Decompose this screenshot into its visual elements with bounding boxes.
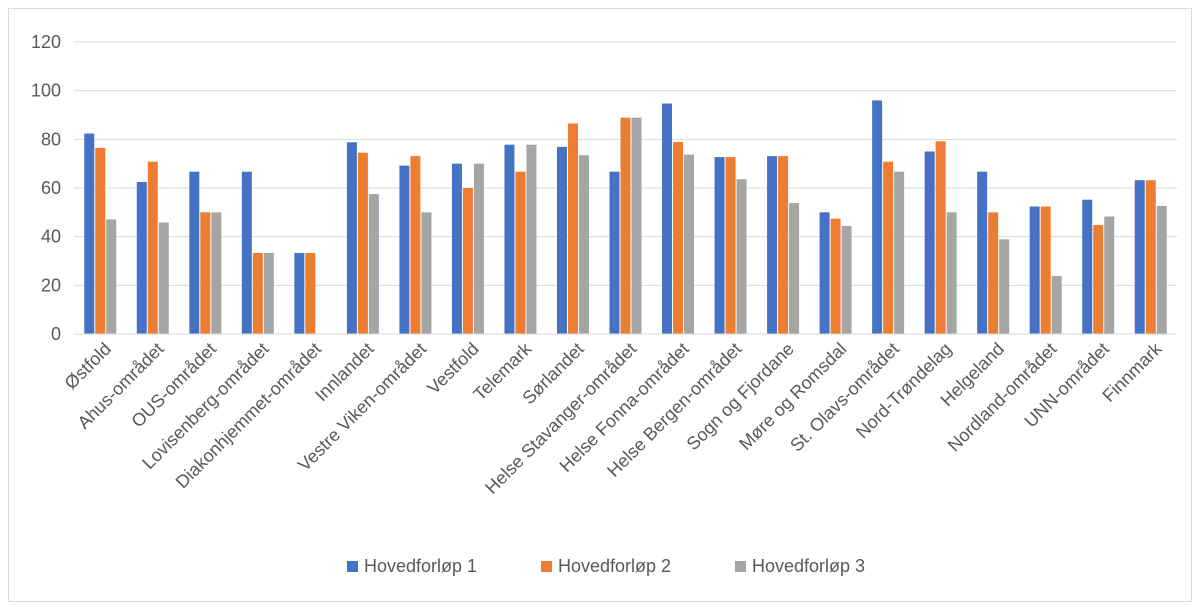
bar	[263, 252, 274, 334]
bar	[252, 252, 263, 334]
bar	[736, 179, 747, 334]
legend-label: Hovedforløp 3	[752, 556, 865, 576]
bar	[1134, 180, 1145, 334]
bar	[1156, 206, 1167, 334]
bar	[778, 156, 789, 334]
legend-swatch	[347, 561, 358, 572]
bar	[1040, 206, 1051, 334]
y-tick-label: 0	[51, 324, 61, 344]
bar	[673, 142, 684, 334]
bar	[556, 146, 567, 334]
bar	[714, 157, 725, 334]
bar	[95, 147, 106, 334]
bar	[1029, 206, 1040, 334]
x-tick-label: Finnmark	[1098, 338, 1166, 406]
bar	[515, 171, 526, 334]
bar	[473, 163, 484, 334]
bar	[988, 212, 999, 334]
legend-label: Hovedforløp 1	[364, 556, 477, 576]
x-axis: ØstfoldAhus-områdetOUS-områdetLovisenber…	[61, 333, 1177, 498]
bar	[294, 252, 305, 334]
bar	[211, 212, 222, 334]
bar	[106, 219, 117, 334]
bar	[924, 151, 935, 334]
y-tick-label: 20	[41, 275, 61, 295]
bar	[1104, 216, 1115, 334]
bar	[189, 171, 200, 334]
bar	[567, 123, 578, 335]
bar	[410, 156, 421, 334]
bar	[158, 222, 169, 334]
bar	[147, 161, 158, 334]
bar	[894, 171, 905, 334]
bar	[935, 141, 946, 334]
x-tick-label: Nord-Trøndelag	[852, 339, 956, 443]
bar	[200, 212, 211, 334]
y-tick-label: 80	[41, 129, 61, 149]
legend-swatch	[541, 561, 552, 572]
bar	[462, 188, 473, 334]
bar	[684, 154, 695, 334]
bar	[451, 163, 462, 334]
bars	[84, 100, 1167, 335]
bar	[305, 252, 316, 334]
legend-swatch	[735, 561, 746, 572]
y-axis: 0 20 40 60 80 100 120	[31, 32, 61, 344]
bar	[84, 133, 95, 334]
bar	[662, 103, 673, 335]
bar	[767, 156, 778, 334]
bar	[999, 239, 1010, 334]
y-tick-label: 100	[31, 81, 61, 101]
bar	[977, 171, 988, 334]
legend: Hovedforløp 1 Hovedforløp 2 Hovedforløp 3	[347, 556, 865, 576]
bar	[620, 117, 631, 334]
legend-label: Hovedforløp 2	[558, 556, 671, 576]
bar	[241, 171, 252, 334]
bar	[946, 212, 957, 334]
chart-frame: 0 20 40 60 80 100 120 Østfold Ahus-området OUS-o…	[8, 8, 1192, 602]
bar	[789, 203, 800, 334]
bar	[421, 212, 432, 334]
bar	[872, 100, 883, 335]
bar	[1093, 224, 1104, 334]
bar	[346, 142, 357, 334]
bar	[526, 144, 537, 334]
bar	[1051, 276, 1062, 334]
bar	[368, 194, 379, 334]
bar	[841, 225, 852, 334]
y-tick-label: 60	[41, 178, 61, 198]
bar	[136, 181, 147, 334]
bar	[819, 212, 830, 334]
bar	[1145, 180, 1156, 334]
bar	[631, 117, 642, 334]
bar	[357, 152, 368, 334]
bar-chart: 0 20 40 60 80 100 120 ØstfoldAhus-områdetOUS-o…	[31, 32, 1177, 576]
bar	[725, 157, 736, 334]
y-tick-label: 120	[31, 32, 61, 52]
bar	[399, 165, 410, 334]
bar	[504, 144, 515, 334]
bar	[883, 161, 894, 334]
bar	[609, 171, 620, 334]
bar	[830, 218, 841, 334]
bar	[1082, 199, 1093, 334]
bar	[578, 155, 589, 334]
y-tick-label: 40	[41, 227, 61, 247]
